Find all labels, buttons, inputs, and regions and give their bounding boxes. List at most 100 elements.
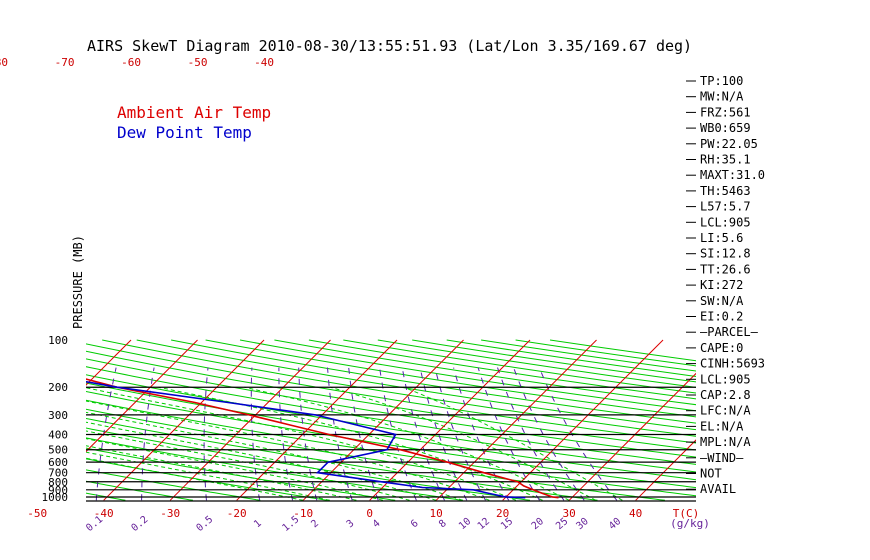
isobar-lines (86, 386, 696, 502)
axis-labels: 1002003004005006007008009001000-120-110-… (0, 56, 710, 534)
pressure-tick-label: 600 (48, 456, 68, 469)
mixing-ratio-tick-label: 12 (476, 516, 492, 532)
mixing-unit-label: (g/kg) (670, 517, 710, 530)
temp-unit-label: T(C) (673, 507, 700, 520)
bottom-temp-tick-label: 40 (629, 507, 642, 520)
isotherm-line (502, 339, 664, 501)
pressure-tick-label: 300 (48, 409, 68, 422)
legend-dew-point-temp: Dew Point Temp (117, 123, 252, 142)
dry-adiabat (171, 339, 696, 424)
moist-adiabat (86, 400, 490, 501)
index-label: WB0:659 (700, 121, 751, 135)
index-label: –WIND– (700, 451, 744, 465)
dry-adiabat (136, 339, 696, 431)
mixing-ratio-tick-label: 3 (345, 518, 357, 530)
mixing-ratio-tick-label: 0.2 (130, 514, 151, 534)
isotherm-line (568, 372, 696, 501)
index-label: AVAIL (700, 482, 736, 496)
moist-adiabat (86, 421, 437, 501)
isotherm-line (169, 339, 331, 501)
moist-adiabat (244, 386, 570, 501)
dry-adiabat (86, 358, 696, 458)
isotherm-line (236, 339, 398, 501)
mixing-ratio-tick-label: 40 (607, 516, 623, 532)
dry-adiabat (205, 339, 696, 418)
mixing-ratio-tick-label: 8 (437, 518, 449, 530)
dry-adiabat (86, 417, 598, 501)
isotherm-line (103, 339, 265, 501)
isotherm-line (302, 339, 464, 501)
index-label: SW:N/A (700, 294, 744, 308)
index-label: RH:35.1 (700, 153, 751, 167)
index-label: CAPE:0 (700, 341, 743, 355)
index-label: EI:0.2 (700, 310, 743, 324)
moist-adiabat (86, 438, 384, 501)
mixing-ratio-tick-label: 20 (530, 516, 546, 532)
index-label: TH:5463 (700, 184, 751, 198)
legend-ambient-air-temp: Ambient Air Temp (117, 103, 271, 122)
bottom-temp-tick-label: -30 (160, 507, 180, 520)
top-temp-tick-label: -80 (0, 56, 8, 69)
mixing-ratio-tick-label: 30 (574, 516, 590, 532)
pressure-tick-label: 1000 (42, 491, 69, 504)
pressure-tick-label: 100 (48, 334, 68, 347)
pressure-tick-label: 900 (48, 484, 68, 497)
index-label: FRZ:561 (700, 105, 751, 119)
bottom-temp-tick-label: -40 (94, 507, 114, 520)
dry-adiabat (446, 339, 696, 377)
index-label: LFC:N/A (700, 404, 751, 418)
pressure-tick-label: 800 (48, 476, 68, 489)
index-label: KI:272 (700, 278, 743, 292)
index-label: LI:5.6 (700, 231, 743, 245)
index-label: LCL:905 (700, 372, 751, 386)
index-label: LCL:905 (700, 215, 751, 229)
index-label: CAP:2.8 (700, 388, 751, 402)
isotherm-line (86, 339, 198, 453)
bottom-temp-tick-label: -50 (27, 507, 47, 520)
bottom-temp-tick-label: -10 (293, 507, 313, 520)
bottom-temp-tick-label: 10 (430, 507, 443, 520)
top-temp-tick-label: -50 (188, 56, 208, 69)
isotherm-line (435, 339, 597, 501)
mixing-ratio-tick-label: 4 (371, 518, 383, 530)
index-label: MW:N/A (700, 90, 744, 104)
dry-adiabat (86, 366, 696, 465)
index-label: MPL:N/A (700, 435, 751, 449)
mixing-ratio-tick-label: 6 (409, 518, 421, 530)
isotherm-line (635, 439, 696, 501)
y-axis-label: PRESSURE (MB) (71, 235, 85, 329)
moist-adiabat (86, 387, 517, 501)
moist-adiabat (86, 430, 410, 501)
dry-adiabat (239, 339, 696, 412)
dry-adiabat (86, 390, 696, 489)
moist-adiabat (86, 457, 304, 501)
ambient-air-temp-line (86, 378, 559, 499)
index-label: EL:N/A (700, 419, 744, 433)
mixing-ratio-tick-label: 2 (309, 518, 321, 530)
isotherm-line (369, 339, 531, 501)
top-temp-tick-label: -40 (254, 56, 274, 69)
mixing-ratio-tick-label: 0.5 (194, 514, 215, 534)
bottom-temp-tick-label: 30 (563, 507, 576, 520)
dry-adiabat (102, 339, 696, 437)
moist-adiabat (330, 386, 597, 501)
index-label: MAXT:31.0 (700, 168, 765, 182)
profile-lines (86, 378, 559, 499)
index-label: CINH:5693 (700, 357, 765, 371)
dew-point-temp-line (86, 380, 526, 499)
mixing-ratio-tick-label: 10 (457, 516, 473, 532)
pressure-tick-label: 500 (48, 444, 68, 457)
pressure-tick-label: 200 (48, 381, 68, 394)
bottom-temp-tick-label: 0 (366, 507, 373, 520)
index-label: L57:5.7 (700, 200, 751, 214)
top-temp-tick-label: -60 (121, 56, 141, 69)
top-temp-tick-label: -70 (55, 56, 75, 69)
dry-adiabat (86, 350, 696, 451)
pressure-tick-label: 400 (48, 429, 68, 442)
index-label: –PARCEL– (700, 325, 759, 339)
index-label: PW:22.05 (700, 137, 758, 151)
index-label: TT:26.6 (700, 262, 751, 276)
index-label: NOT (700, 467, 722, 481)
